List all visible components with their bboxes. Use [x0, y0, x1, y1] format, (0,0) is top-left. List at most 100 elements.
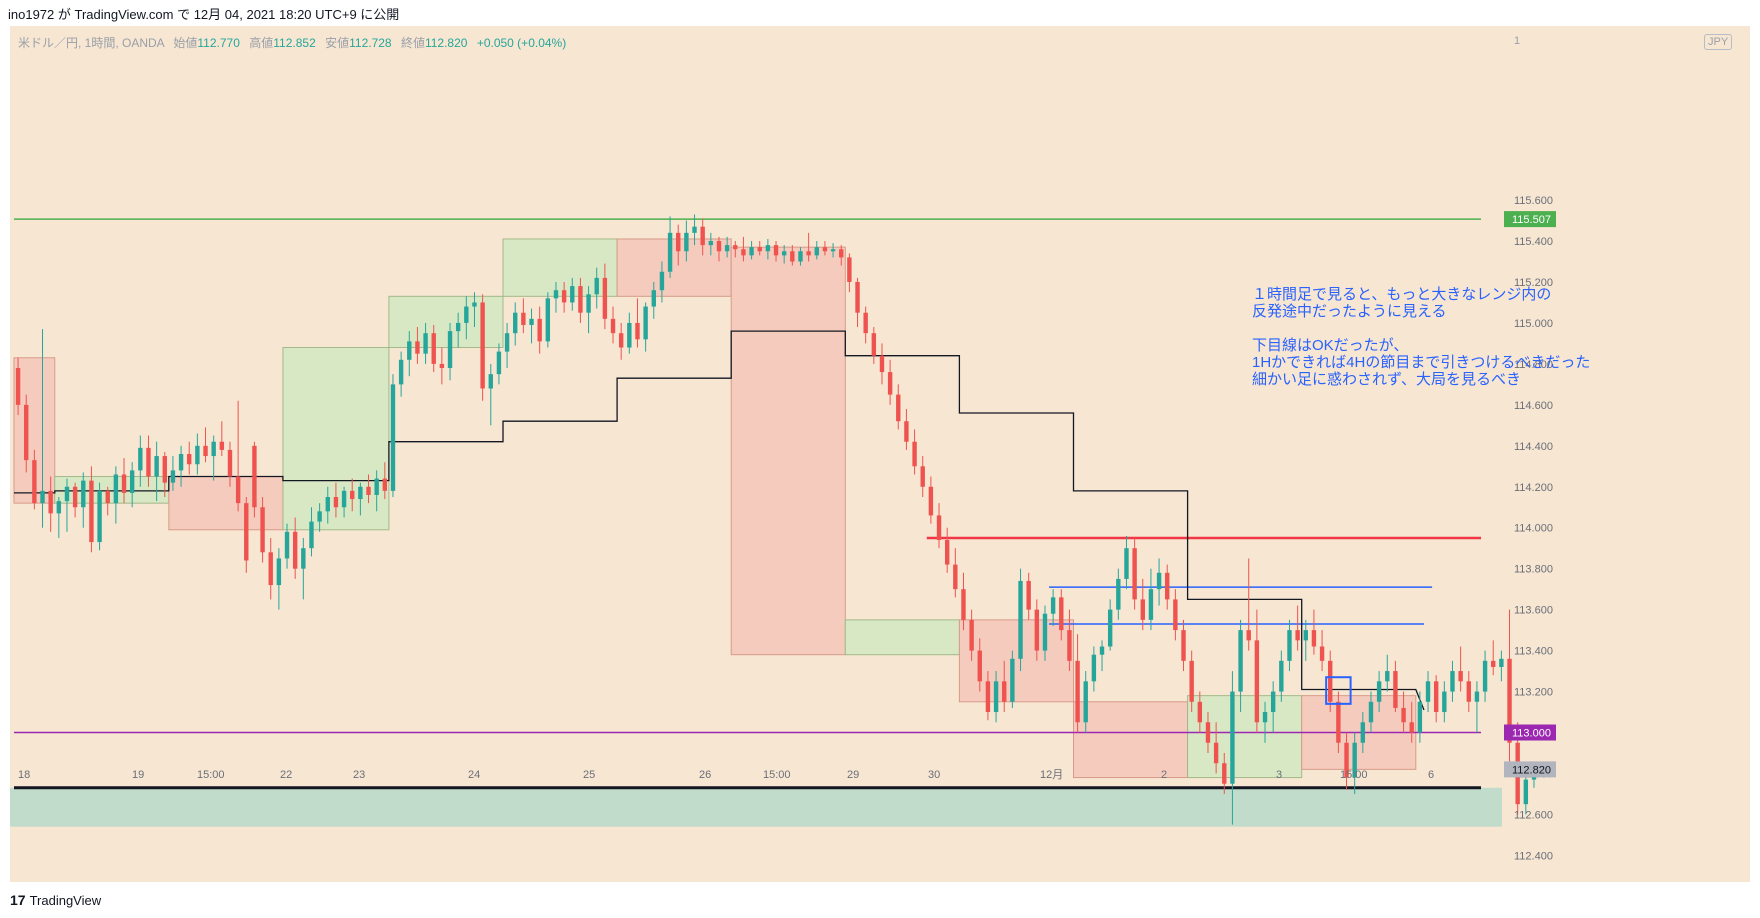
candle — [1409, 701, 1414, 743]
candle — [1368, 691, 1374, 733]
candle-body — [1352, 742, 1357, 778]
candle — [1319, 630, 1325, 672]
price-label-bg — [1504, 211, 1556, 228]
price-tick-label: 112.400 — [1514, 850, 1553, 862]
candle-body — [586, 294, 591, 313]
candle-body — [887, 372, 893, 395]
candle-body — [1246, 630, 1251, 641]
candle-body — [985, 681, 991, 713]
candle-body — [659, 271, 665, 291]
candle — [586, 286, 591, 334]
candle-body — [1067, 630, 1072, 661]
candle — [969, 609, 974, 661]
candle-body — [1124, 548, 1129, 579]
candle-body — [521, 312, 526, 325]
candle-body — [504, 333, 510, 352]
candle — [301, 537, 306, 600]
candle-body — [635, 322, 640, 340]
candle-body — [32, 460, 37, 504]
candle-body — [268, 552, 273, 586]
candle-body — [570, 286, 575, 303]
candle — [1425, 671, 1431, 713]
candle-body — [89, 480, 94, 543]
candle-body — [1205, 722, 1211, 743]
candle — [1344, 732, 1349, 790]
candle — [56, 497, 62, 538]
candle — [676, 224, 681, 266]
currency-badge[interactable]: JPY — [1704, 34, 1733, 50]
candle — [1238, 619, 1243, 713]
candle — [961, 572, 966, 631]
price-label-bg — [1504, 724, 1556, 741]
range-box — [1073, 701, 1189, 779]
candle-body — [1026, 580, 1031, 610]
candle-body — [790, 251, 795, 262]
candle — [1311, 609, 1317, 655]
price-tick-label: 115.200 — [1514, 277, 1553, 289]
candle — [97, 482, 102, 551]
candle — [358, 482, 363, 516]
candle-body — [72, 486, 78, 508]
candle-body — [1270, 691, 1276, 713]
candle — [1262, 701, 1268, 743]
candle — [350, 478, 355, 512]
candle — [822, 241, 828, 256]
candle-body — [154, 456, 159, 477]
candle — [439, 347, 445, 385]
candle — [847, 253, 852, 293]
candle — [1010, 650, 1015, 708]
candle — [1042, 605, 1048, 661]
time-tick-label: 30 — [928, 769, 940, 781]
candle — [830, 243, 836, 258]
candle-body — [1491, 660, 1496, 667]
candle-body — [1213, 742, 1219, 764]
candle — [1116, 568, 1121, 620]
candle — [863, 306, 868, 344]
candle-body — [496, 351, 502, 375]
candle-body — [121, 474, 127, 493]
candle — [1433, 675, 1439, 723]
candle — [40, 329, 45, 528]
chart-area[interactable]: 115.600 115.400 115.200 115.000 114.800 114.6… — [10, 26, 1750, 882]
candle-body — [1197, 701, 1203, 723]
candle-body — [651, 290, 656, 307]
candle-body — [1409, 722, 1414, 733]
candle — [105, 486, 110, 516]
candle-body — [798, 251, 803, 262]
candle-body — [219, 441, 225, 450]
candle — [292, 517, 298, 579]
candle — [1034, 599, 1040, 661]
candle — [1442, 681, 1447, 723]
candle — [162, 451, 167, 498]
low-value: 112.728 — [349, 36, 392, 50]
candle — [1376, 671, 1382, 713]
candle — [651, 281, 656, 319]
low-label: 安値 — [325, 36, 350, 50]
candle-body — [1140, 599, 1145, 620]
candle-body — [309, 521, 314, 549]
candle — [1474, 681, 1480, 733]
price-tick-label: 114.400 — [1514, 441, 1553, 453]
candle-body — [733, 245, 738, 250]
price-chart[interactable]: 115.600 115.400 115.200 115.000 114.800 114.6… — [10, 26, 1750, 882]
candle-body — [749, 247, 754, 256]
candle — [1523, 773, 1529, 815]
candle — [1254, 609, 1260, 733]
brand-name: TradingView — [29, 893, 102, 908]
candle — [121, 458, 127, 504]
candle-body — [1279, 660, 1284, 692]
candle — [284, 523, 290, 569]
candle-body — [594, 277, 599, 295]
candle-body — [993, 681, 999, 713]
range-box — [502, 238, 618, 297]
candle — [724, 236, 730, 258]
candle-body — [276, 558, 282, 586]
candle-body — [1417, 701, 1423, 733]
candle — [129, 462, 135, 508]
candle — [578, 277, 583, 323]
candle — [1050, 589, 1056, 627]
candle-body — [1034, 609, 1040, 651]
candle — [594, 267, 599, 309]
candle — [1230, 671, 1235, 825]
candle — [32, 449, 37, 510]
